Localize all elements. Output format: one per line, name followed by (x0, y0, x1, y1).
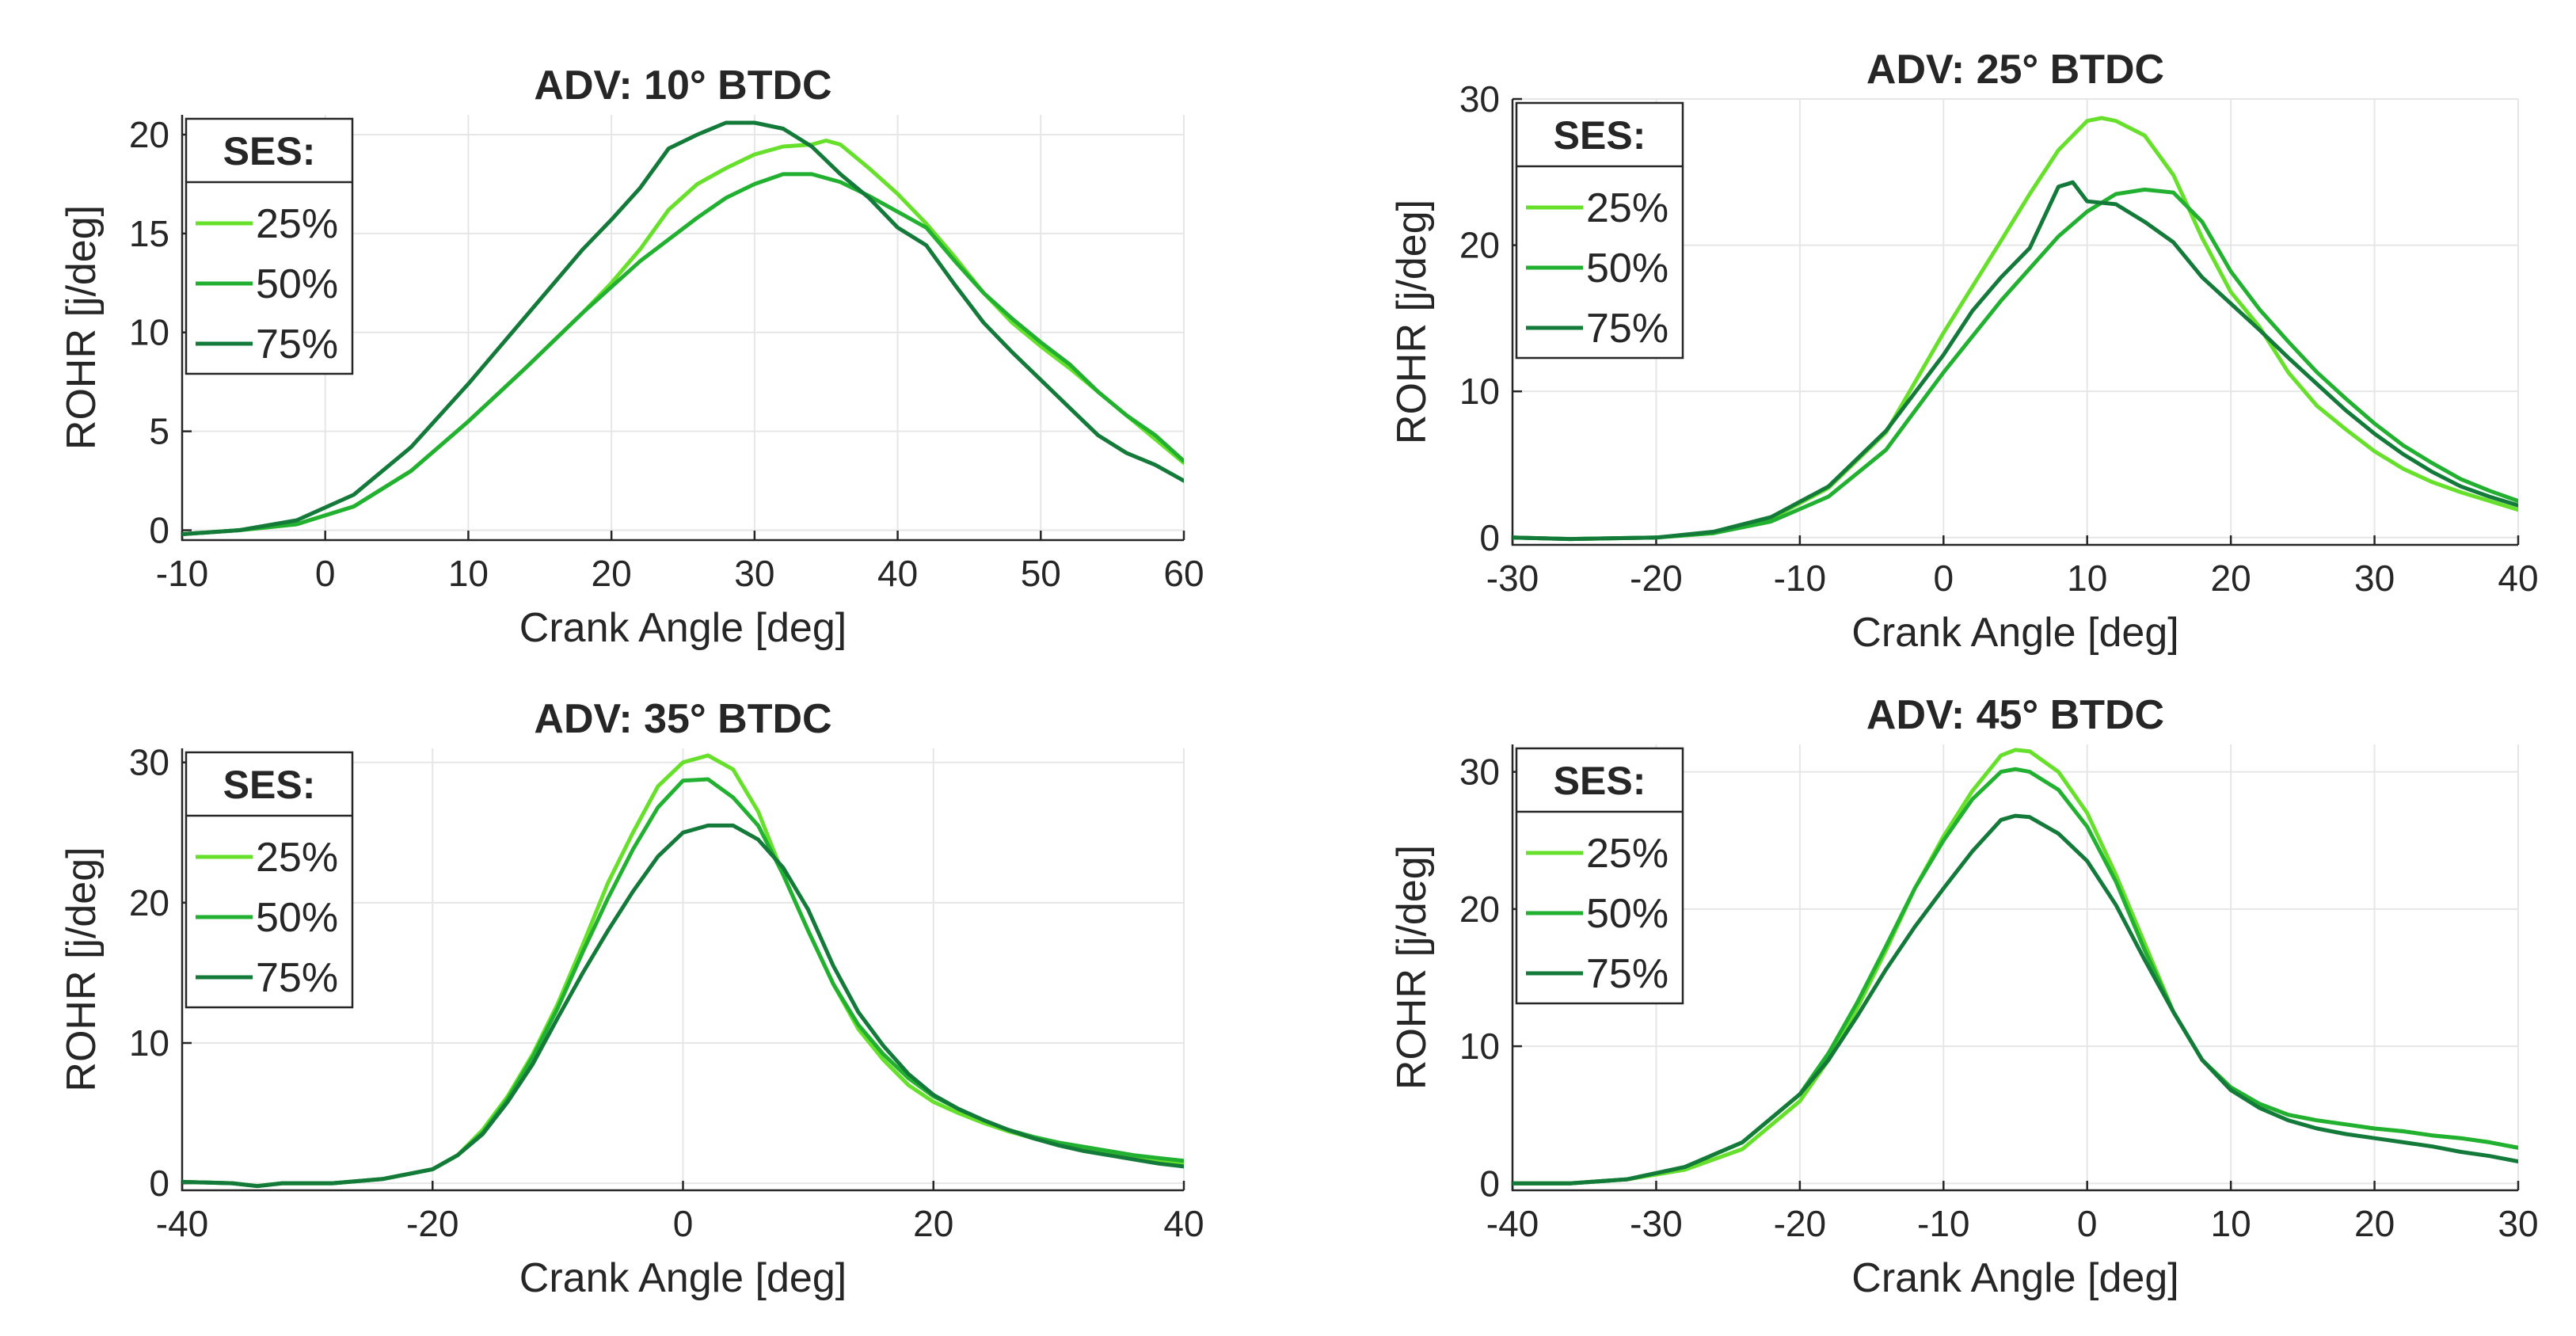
x-tick-label: 10 (2067, 558, 2107, 599)
y-axis-label: ROHR [j/deg] (59, 847, 105, 1091)
x-tick-label: 40 (877, 553, 918, 594)
series-line-75pct (182, 120, 1184, 536)
legend-label: 75% (1586, 951, 1669, 997)
x-tick-label: -40 (156, 1203, 208, 1244)
x-tick-label: 0 (2077, 1203, 2098, 1244)
x-tick-label: -30 (1630, 1203, 1682, 1244)
x-tick-label: 50 (1021, 553, 1061, 594)
legend-label: 75% (256, 955, 338, 1001)
x-tick-label: 30 (2498, 1203, 2538, 1244)
legend: SES: 25% 50% 75% (185, 751, 354, 1009)
x-tick-label: 0 (1933, 558, 1954, 599)
chart-title: ADV: 10° BTDC (534, 63, 831, 108)
series-group (182, 753, 1184, 1189)
x-tick-label: -30 (1486, 558, 1539, 599)
x-tick-label: 20 (592, 553, 632, 594)
x-tick-label: -20 (406, 1203, 459, 1244)
legend-label: 25% (256, 835, 338, 881)
legend-label: 25% (256, 201, 338, 247)
legend-label: 50% (1586, 246, 1669, 291)
x-tick-label: -40 (1486, 1203, 1539, 1244)
x-tick-label: 10 (2211, 1203, 2251, 1244)
y-tick-label: 20 (1459, 889, 1500, 930)
y-tick-label: 0 (1479, 517, 1500, 558)
legend: SES: 25% 50% 75% (1515, 747, 1684, 1005)
y-tick-label: 20 (1459, 225, 1500, 266)
x-tick-label: -20 (1774, 1203, 1826, 1244)
x-axis-label: Crank Angle [deg] (519, 1255, 847, 1301)
chart-panel-2: -30 -20 -10 0 10 20 30 40 0 10 20 30 ADV: 25° BTDC Cr… (1389, 47, 2539, 656)
series-line-75pct (1512, 180, 2518, 542)
x-tick-label: -10 (156, 553, 208, 594)
x-tick-label: 20 (2354, 1203, 2395, 1244)
series-group (182, 120, 1184, 536)
chart-title: ADV: 45° BTDC (1866, 692, 2164, 738)
series-line-50pct (1512, 187, 2518, 542)
legend-title: SES: (1554, 759, 1646, 803)
legend-label: 50% (256, 895, 338, 941)
y-tick-label: 15 (129, 213, 169, 254)
x-tick-label: 40 (2498, 558, 2538, 599)
y-tick-label: 0 (149, 1163, 169, 1204)
y-tick-label: 30 (129, 742, 169, 783)
series-line-75pct (182, 823, 1184, 1189)
legend-box (185, 751, 354, 1009)
legend-label: 50% (256, 261, 338, 307)
legend-label: 25% (1586, 185, 1669, 231)
x-tick-label: 20 (913, 1203, 953, 1244)
series-line-50pct (182, 172, 1184, 536)
series-group (1512, 748, 2518, 1186)
y-tick-label: 5 (149, 411, 169, 452)
y-tick-label: 10 (1459, 371, 1500, 412)
y-axis-label: ROHR [j/deg] (59, 205, 105, 450)
legend-box (1515, 101, 1684, 360)
x-axis-label: Crank Angle [deg] (1851, 1255, 2178, 1301)
y-tick-label: 10 (1459, 1026, 1500, 1067)
x-tick-label: 10 (448, 553, 489, 594)
x-tick-label: 40 (1163, 1203, 1204, 1244)
y-tick-label: 10 (129, 312, 169, 353)
x-tick-label: 30 (2354, 558, 2395, 599)
chart-title: ADV: 25° BTDC (1866, 47, 2164, 93)
series-line-75pct (1512, 813, 2518, 1186)
x-tick-label: 20 (2211, 558, 2251, 599)
legend: SES: 25% 50% 75% (185, 117, 354, 375)
x-axis-label: Crank Angle [deg] (1851, 610, 2178, 656)
chart-panel-3: -40 -20 0 20 40 0 10 20 30 ADV: 35° BTDC Crank Ang… (59, 696, 1204, 1301)
legend-label: 50% (1586, 891, 1669, 937)
chart-panel-4: -40 -30 -20 -10 0 10 20 30 0 10 20 30 ADV: 45° BTDC C… (1389, 692, 2539, 1301)
y-tick-label: 10 (129, 1022, 169, 1064)
x-tick-label: 0 (315, 553, 336, 594)
y-tick-label: 0 (1479, 1163, 1500, 1204)
legend-title: SES: (223, 763, 316, 807)
y-tick-label: 30 (1459, 78, 1500, 120)
x-tick-label: 0 (673, 1203, 694, 1244)
legend-label: 75% (256, 322, 338, 367)
x-tick-label: -20 (1630, 558, 1682, 599)
x-tick-label: -10 (1774, 558, 1826, 599)
y-axis-label: ROHR [j/deg] (1389, 845, 1435, 1090)
x-tick-label: 60 (1163, 553, 1204, 594)
x-axis-label: Crank Angle [deg] (519, 605, 847, 651)
y-tick-label: 30 (1459, 752, 1500, 793)
series-group (1512, 116, 2518, 542)
chart-title: ADV: 35° BTDC (534, 696, 831, 742)
legend-title: SES: (1554, 113, 1646, 158)
x-tick-label: -10 (1917, 1203, 1969, 1244)
legend-box (1515, 747, 1684, 1005)
y-tick-label: 20 (129, 882, 169, 923)
y-tick-label: 0 (149, 510, 169, 551)
legend: SES: 25% 50% 75% (1515, 101, 1684, 360)
legend-label: 75% (1586, 306, 1669, 352)
legend-label: 25% (1586, 831, 1669, 877)
y-axis-label: ROHR [j/deg] (1389, 200, 1435, 444)
x-tick-label: 30 (734, 553, 774, 594)
legend-title: SES: (223, 129, 316, 173)
y-tick-label: 20 (129, 114, 169, 155)
legend-box (185, 117, 354, 375)
